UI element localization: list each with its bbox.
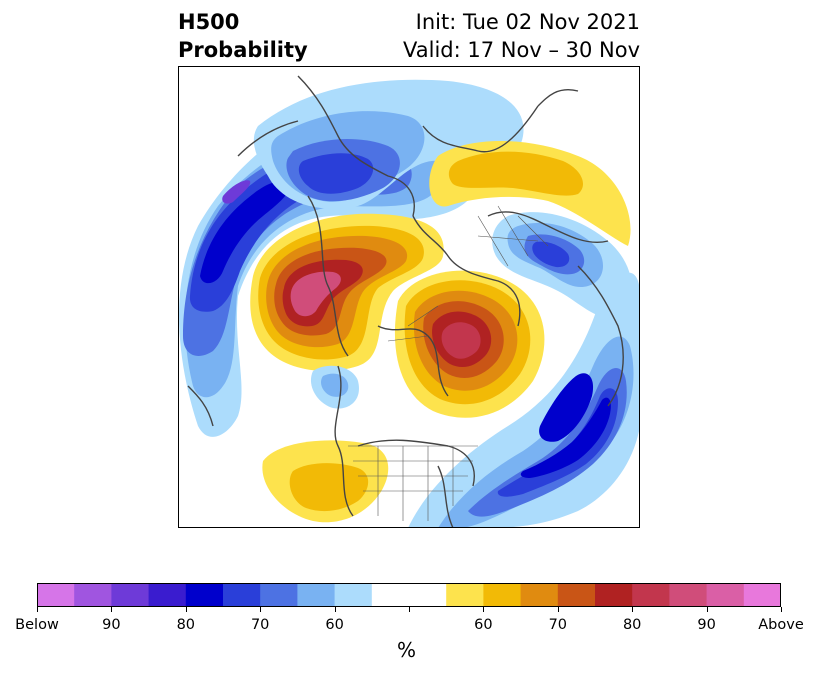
- colorbar-cell: [371, 583, 410, 607]
- colorbar-tick-label: 80: [622, 617, 642, 633]
- title-probability: Probability: [178, 38, 308, 62]
- colorbar-tick: [632, 607, 634, 612]
- colorbar-cell: [669, 583, 708, 607]
- colorbar-cell: [743, 583, 781, 607]
- colorbar-cell: [409, 583, 447, 607]
- contour-bw4: [200, 181, 289, 284]
- colorbar-cell: [334, 583, 373, 607]
- colorbar-tick-label: 60: [474, 617, 493, 633]
- colorbar-tick: [111, 607, 113, 612]
- colorbar-unit: %: [397, 638, 417, 662]
- contour-bn3: [298, 153, 374, 194]
- probability-map: [178, 66, 640, 528]
- colorbar-tick: [781, 607, 782, 612]
- colorbar-tick: [260, 607, 262, 612]
- positive-anomaly-northeast: [429, 141, 631, 246]
- colorbar-tick-label: 90: [697, 617, 716, 633]
- colorbar-cell: [37, 583, 75, 607]
- colorbar-cell: [148, 583, 187, 607]
- colorbar-tick-label: 80: [176, 617, 196, 633]
- colorbar-cell: [74, 583, 112, 607]
- contour-bs4: [520, 397, 611, 478]
- colorbar-tick-label: 70: [548, 617, 568, 633]
- title-block: H500 Probability: [178, 8, 308, 64]
- contour-bm1: [320, 373, 349, 397]
- colorbar-tick: [409, 607, 410, 612]
- colorbar-tick-label: Above: [758, 617, 804, 633]
- contour-ry1: [448, 151, 583, 196]
- coastlines: [187, 75, 624, 528]
- colorbar-cell: [297, 583, 336, 607]
- colorbar-cell: [706, 583, 745, 607]
- colorbar-tick: [334, 607, 336, 612]
- colorbar: [37, 583, 781, 607]
- contour-bs5: [539, 373, 594, 442]
- colorbar-cell: [111, 583, 150, 607]
- contour-ys1: [289, 463, 369, 512]
- colorbar-cell: [260, 583, 298, 607]
- valid-period: Valid: 17 Nov – 30 Nov: [403, 38, 640, 62]
- contour-rc5: [441, 322, 481, 359]
- colorbar-tick-label: 60: [325, 617, 344, 633]
- title-variable: H500: [178, 10, 240, 34]
- colorbar-tick: [557, 607, 559, 612]
- colorbar-tick: [706, 607, 708, 612]
- colorbar-tick: [483, 607, 485, 612]
- date-block: Init: Tue 02 Nov 2021 Valid: 17 Nov – 30…: [403, 8, 640, 64]
- colorbar-tick-label: 70: [250, 617, 270, 633]
- colorbar-tick-label: Below: [15, 617, 59, 633]
- negative-anomaly-small: [310, 365, 359, 409]
- colorbar-tick: [37, 607, 38, 612]
- init-date: Init: Tue 02 Nov 2021: [415, 10, 640, 34]
- colorbar-tick: [185, 607, 187, 612]
- contour-bw5: [222, 180, 251, 204]
- colorbar-cell: [483, 583, 522, 607]
- colorbar-cell: [446, 583, 484, 607]
- colorbar-cell: [223, 583, 261, 607]
- political-borders: [348, 205, 549, 521]
- colorbar-cell: [632, 583, 670, 607]
- colorbar-cell: [185, 583, 224, 607]
- contour-rw5: [290, 271, 341, 317]
- contour-be3: [532, 241, 570, 268]
- colorbar-tick-label: 90: [102, 617, 121, 633]
- negative-anomaly-north: [253, 79, 524, 209]
- colorbar-cell: [520, 583, 559, 607]
- colorbar-cell: [595, 583, 633, 607]
- positive-anomaly-center: [394, 270, 545, 418]
- contour-bw3: [189, 159, 321, 312]
- colorbar-cell: [557, 583, 596, 607]
- negative-anomaly-southeast: [408, 272, 640, 528]
